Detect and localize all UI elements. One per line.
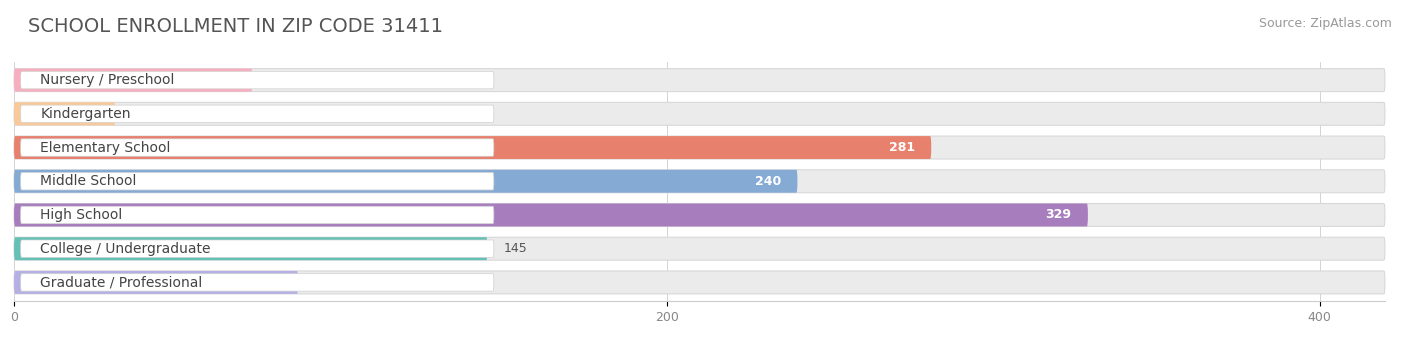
Text: 87: 87 bbox=[315, 276, 330, 289]
FancyBboxPatch shape bbox=[14, 271, 1385, 294]
Text: 145: 145 bbox=[503, 242, 527, 255]
FancyBboxPatch shape bbox=[14, 237, 1385, 260]
Text: Middle School: Middle School bbox=[41, 174, 136, 188]
FancyBboxPatch shape bbox=[21, 274, 494, 291]
FancyBboxPatch shape bbox=[21, 105, 494, 122]
FancyBboxPatch shape bbox=[14, 237, 488, 260]
FancyBboxPatch shape bbox=[14, 102, 115, 125]
Text: Graduate / Professional: Graduate / Professional bbox=[41, 275, 202, 289]
FancyBboxPatch shape bbox=[21, 71, 494, 89]
FancyBboxPatch shape bbox=[14, 136, 931, 159]
Text: Elementary School: Elementary School bbox=[41, 141, 170, 155]
Text: 240: 240 bbox=[755, 175, 782, 188]
FancyBboxPatch shape bbox=[14, 102, 1385, 125]
FancyBboxPatch shape bbox=[21, 173, 494, 190]
FancyBboxPatch shape bbox=[14, 271, 298, 294]
Text: Source: ZipAtlas.com: Source: ZipAtlas.com bbox=[1258, 17, 1392, 30]
FancyBboxPatch shape bbox=[14, 170, 797, 193]
FancyBboxPatch shape bbox=[14, 69, 1385, 92]
FancyBboxPatch shape bbox=[21, 206, 494, 224]
Text: College / Undergraduate: College / Undergraduate bbox=[41, 242, 211, 256]
Text: 31: 31 bbox=[132, 107, 148, 120]
Text: High School: High School bbox=[41, 208, 122, 222]
Text: Nursery / Preschool: Nursery / Preschool bbox=[41, 73, 174, 87]
Text: Kindergarten: Kindergarten bbox=[41, 107, 131, 121]
FancyBboxPatch shape bbox=[14, 203, 1088, 226]
FancyBboxPatch shape bbox=[14, 69, 252, 92]
Text: SCHOOL ENROLLMENT IN ZIP CODE 31411: SCHOOL ENROLLMENT IN ZIP CODE 31411 bbox=[28, 17, 443, 36]
FancyBboxPatch shape bbox=[14, 136, 1385, 159]
Text: 73: 73 bbox=[269, 74, 284, 87]
FancyBboxPatch shape bbox=[21, 240, 494, 258]
Text: 329: 329 bbox=[1046, 209, 1071, 222]
FancyBboxPatch shape bbox=[14, 203, 1385, 226]
FancyBboxPatch shape bbox=[21, 139, 494, 156]
FancyBboxPatch shape bbox=[14, 170, 1385, 193]
Text: 281: 281 bbox=[889, 141, 915, 154]
